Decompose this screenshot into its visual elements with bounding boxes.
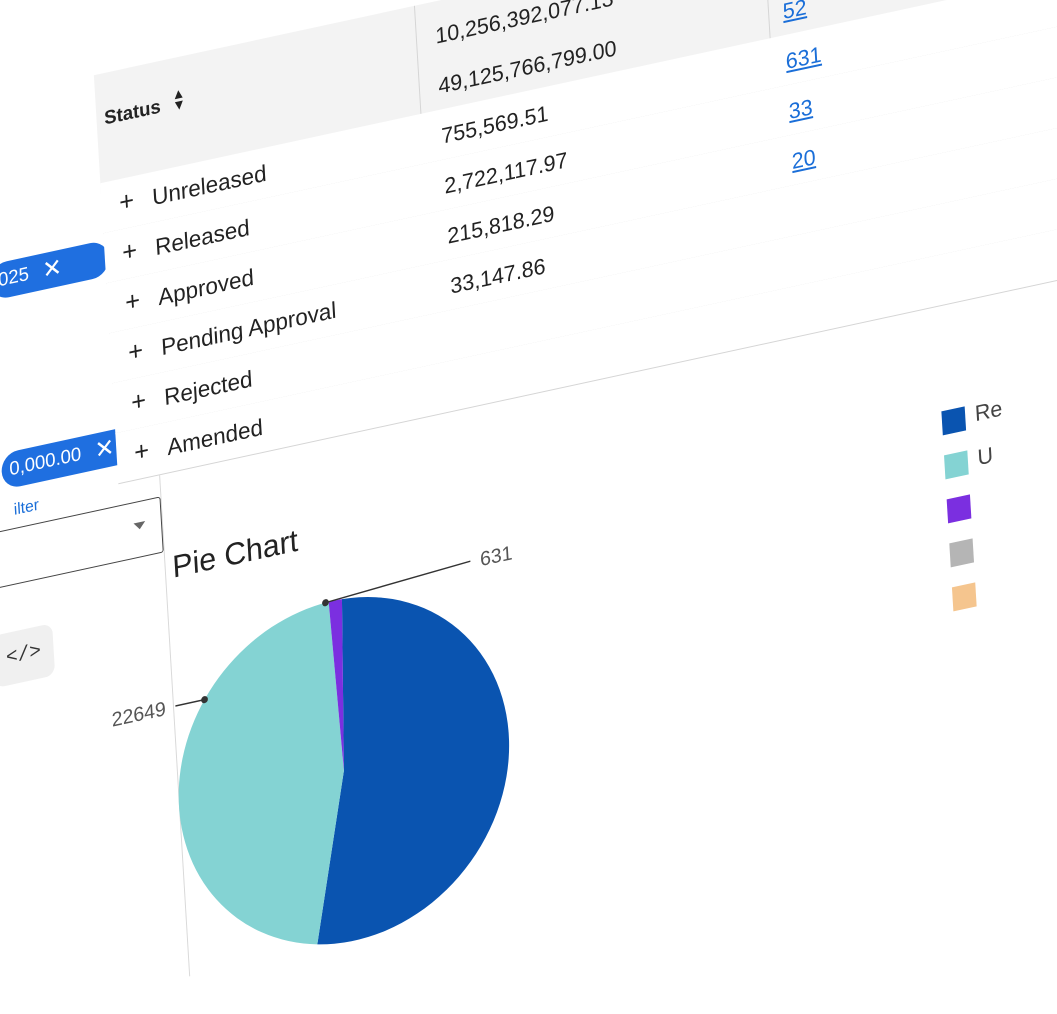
row-count-link[interactable]: 631 bbox=[785, 41, 823, 75]
date-filter-chip-label: 025 bbox=[0, 263, 30, 292]
legend-label: Re bbox=[974, 395, 1003, 427]
chart-title: Pie Chart bbox=[171, 522, 299, 585]
close-icon[interactable]: ✕ bbox=[93, 433, 116, 465]
legend-item[interactable] bbox=[949, 538, 975, 570]
legend-swatch bbox=[949, 538, 975, 568]
legend-label: U bbox=[976, 441, 994, 471]
date-filter-chip[interactable]: 025 ✕ bbox=[0, 239, 110, 301]
legend-swatch bbox=[951, 582, 977, 612]
add-filter-link[interactable]: ilter bbox=[13, 496, 40, 519]
chevron-down-icon bbox=[133, 520, 146, 531]
status-table: Status ▲ ▼ + Unreleased + Released + Appr… bbox=[93, 0, 1057, 485]
legend-swatch bbox=[944, 450, 969, 480]
amount-filter-chip-label: 0,000.00 bbox=[8, 443, 82, 481]
legend-item[interactable] bbox=[946, 494, 972, 526]
row-count-link[interactable]: 20 bbox=[791, 144, 817, 175]
code-view-button[interactable]: </> bbox=[0, 623, 56, 689]
row-count-link[interactable]: 52 bbox=[782, 0, 808, 25]
legend-item[interactable]: U bbox=[944, 442, 994, 482]
value-columns: 10,256,392,077.13 49404 49,125,766,799.0… bbox=[94, 0, 1057, 475]
leader-line bbox=[325, 560, 471, 604]
legend-swatch bbox=[946, 494, 972, 524]
close-icon[interactable]: ✕ bbox=[41, 253, 63, 285]
legend-swatch bbox=[941, 406, 967, 436]
leader-line bbox=[175, 698, 205, 707]
row-amount: 33,147.86 bbox=[449, 253, 547, 299]
leader-dot bbox=[322, 599, 329, 607]
legend-item[interactable]: Re bbox=[941, 395, 1003, 438]
legend-item[interactable] bbox=[951, 582, 977, 614]
pie-data-label: 631 bbox=[479, 542, 513, 571]
row-count-link[interactable]: 33 bbox=[788, 94, 814, 125]
